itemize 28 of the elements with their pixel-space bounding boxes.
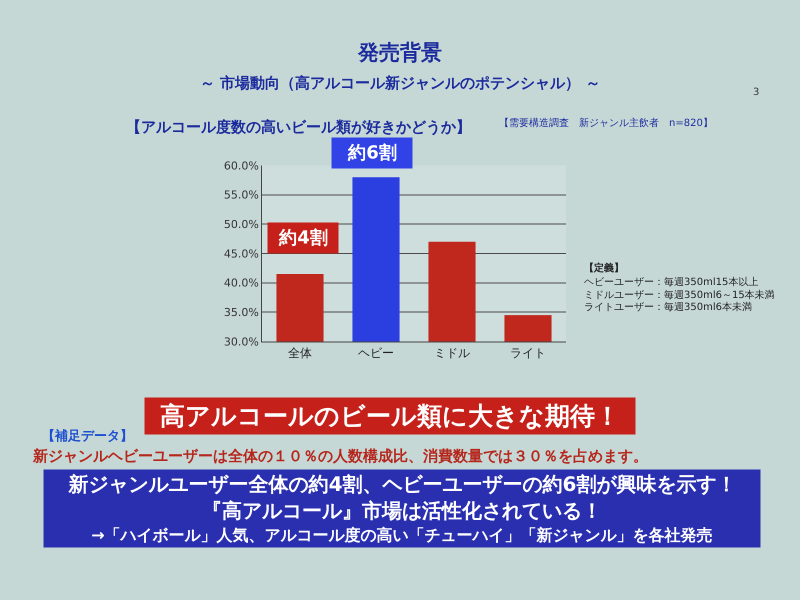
text: 【アルコール度数の高いビール類が好きかどうか】 [126,118,471,136]
annotation: 約4割 [278,228,328,248]
y-tick-label: 55.0% [224,188,259,202]
x-tick-label: ヘビー [358,346,394,360]
text: ライトユーザー：毎週350ml6本未満 [584,301,752,313]
text: 3 [753,87,760,98]
x-tick-label: ライト [510,346,546,360]
text: 新ジャンルユーザー全体の約4割、ヘビーユーザーの約6割が興味を示す！ [68,472,736,496]
y-tick-label: 50.0% [224,218,259,232]
x-tick-label: ミドル [434,346,470,360]
text: 【補足データ】 [42,428,133,444]
y-tick-label: 30.0% [224,335,259,348]
y-tick-label: 60.0% [224,159,259,172]
y-tick-label: 35.0% [224,306,259,320]
y-tick-label: 45.0% [224,247,259,260]
chart-title: 発売背景 [357,40,442,65]
chart-subtitle: ～ 市場動向（高アルコール新ジャンルのポテンシャル） ～ [200,74,600,92]
text: ミドルユーザー：毎週350ml6～15本未満 [584,289,775,301]
text: 【需要構造調査 新ジャンル主飲者 n=820】 [499,117,713,129]
text: 高アルコールのビール類に大きな期待！ [160,402,620,430]
text: 【定義】 [584,262,624,274]
text: 『高アルコール』市場は活性化されている！ [202,498,602,522]
y-tick-label: 40.0% [224,276,259,290]
x-tick-label: 全体 [288,346,312,360]
text: 約6割 [347,142,397,164]
text: →「ハイボール」人気、アルコール度の高い「チューハイ」「新ジャンル」を各社発売 [91,526,713,544]
text: ヘビーユーザー：毎週350ml15本以上 [584,276,758,288]
text: 新ジャンルヘビーユーザーは全体の１０％の人数構成比、消費数量では３０％を占めます。 [32,447,648,465]
